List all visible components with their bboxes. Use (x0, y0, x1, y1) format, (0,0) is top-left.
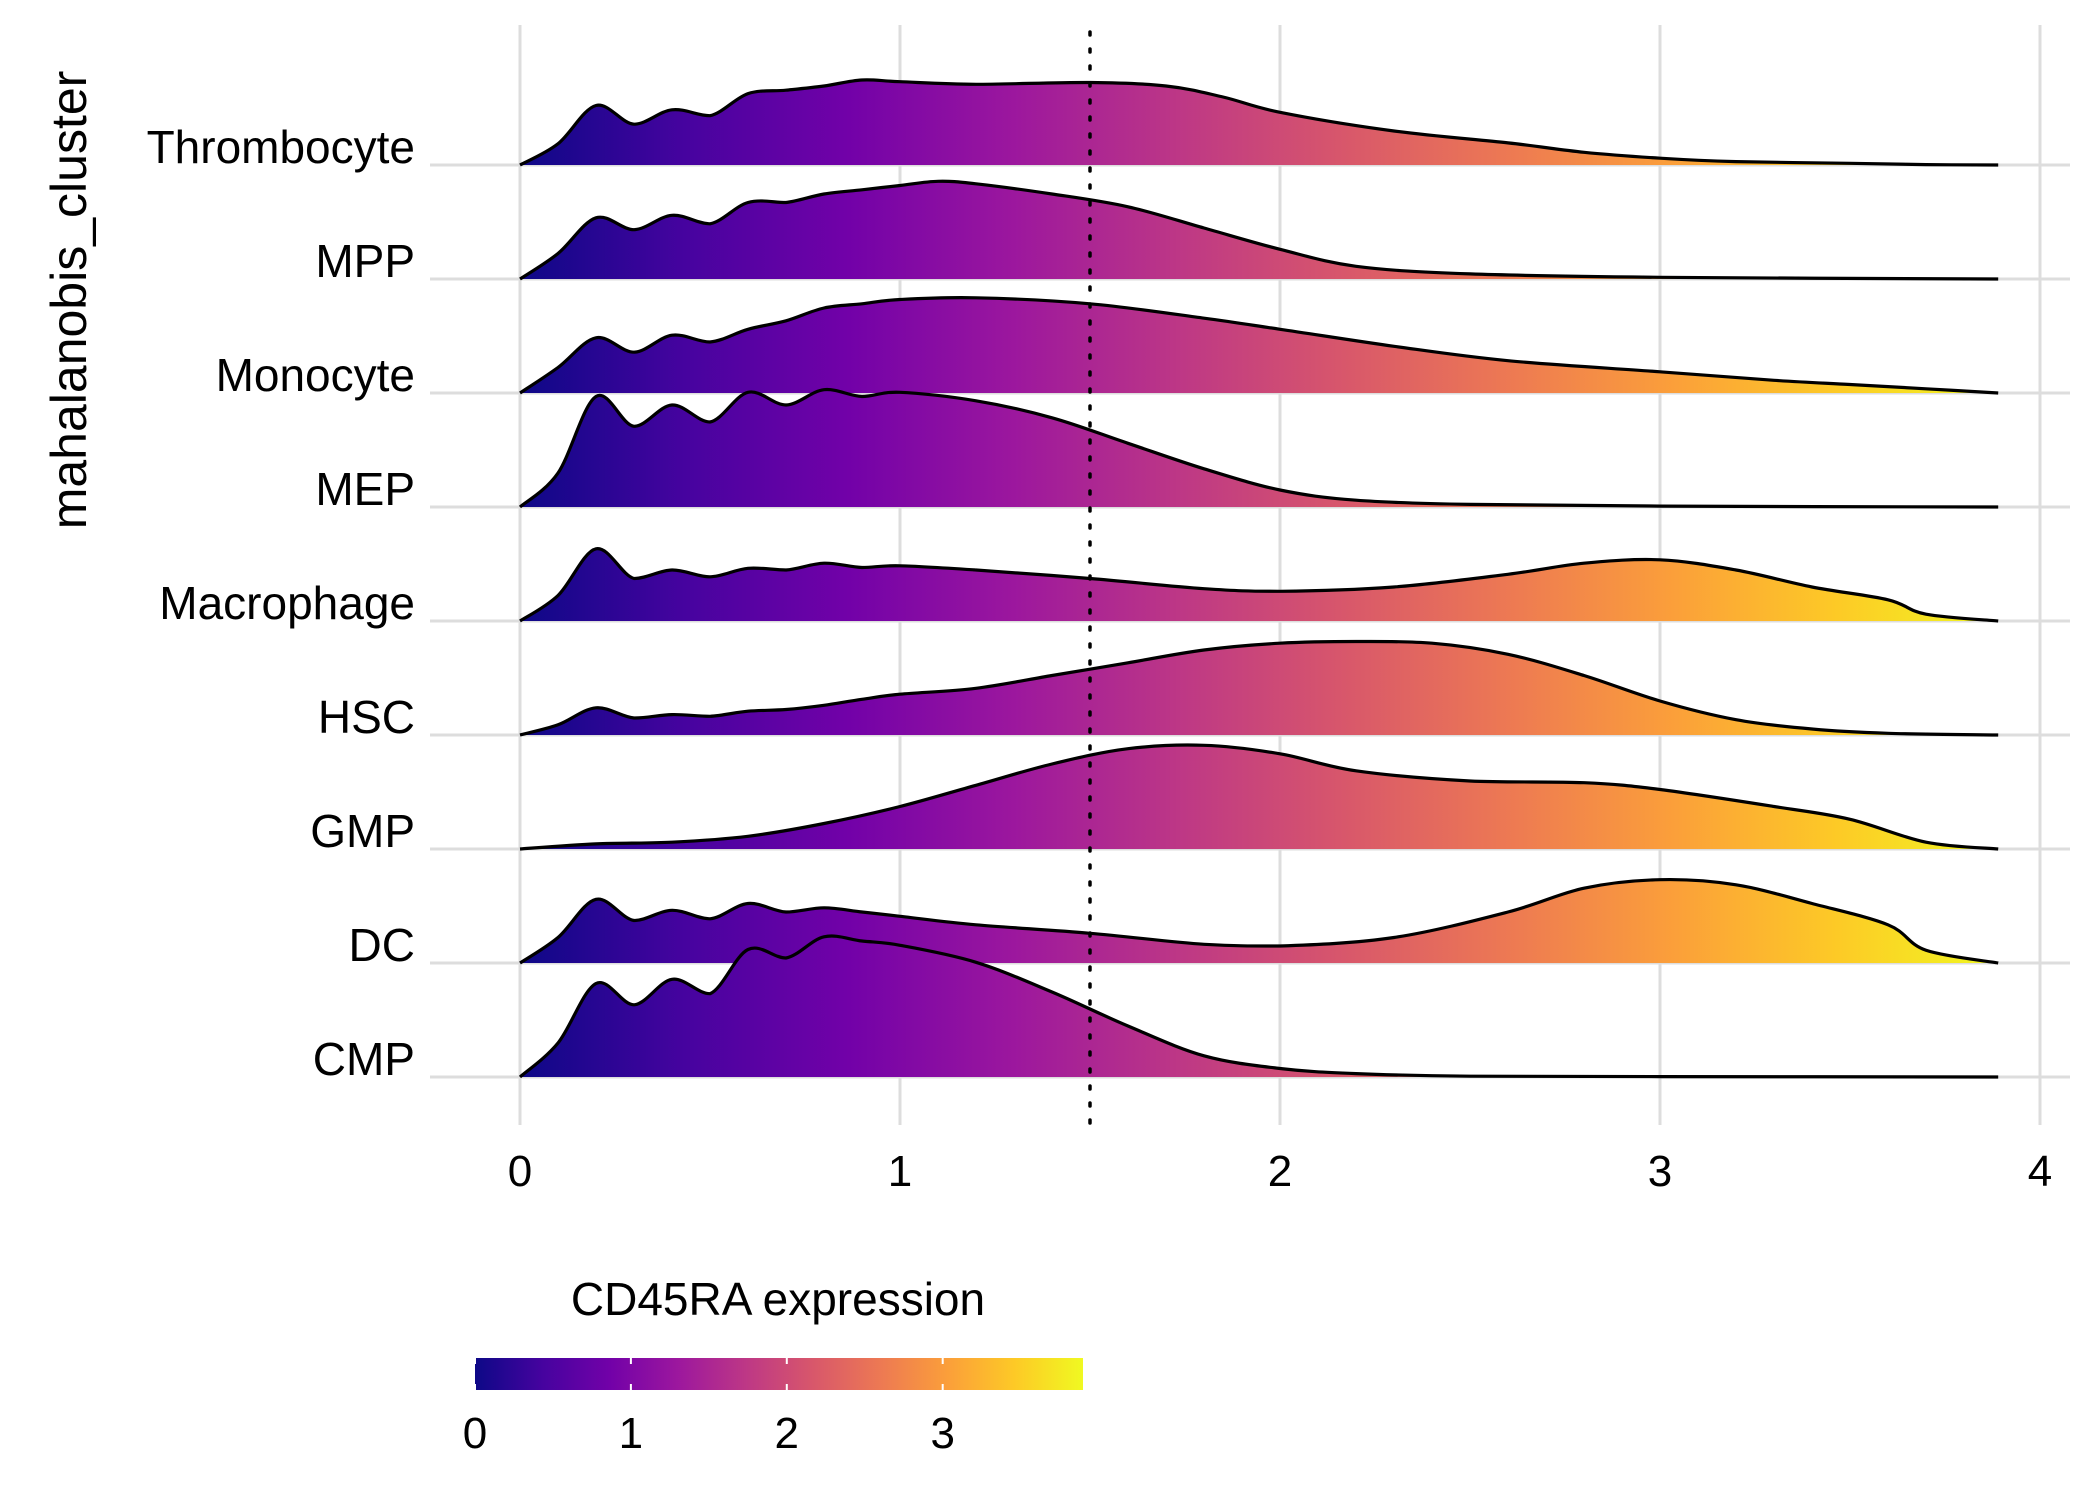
legend-tick-label: 2 (775, 1409, 799, 1458)
ridges (518, 78, 1999, 1079)
x-tick-label: 3 (1648, 1147, 1672, 1196)
ridge-outline (518, 387, 1999, 509)
ridge-gmp (519, 743, 1999, 851)
x-tick-label: 1 (888, 1147, 912, 1196)
ridge-macrophage (519, 547, 1999, 623)
category-label: Monocyte (216, 349, 415, 401)
x-tick-label: 4 (2028, 1147, 2052, 1196)
ridge-dc (519, 877, 1999, 965)
ridge-outline (519, 743, 1999, 851)
ridge-outline (518, 934, 1999, 1079)
legend-tick-label: 1 (619, 1409, 643, 1458)
ridge-outline (519, 296, 1999, 395)
x-tick-label: 2 (1268, 1147, 1292, 1196)
ridge-fill (520, 548, 1999, 621)
ridge-outline (519, 179, 1999, 281)
legend: CD45RA expression 0 1 2 3 (463, 1273, 1083, 1458)
ridge-cmp (518, 934, 1999, 1079)
category-label: Thrombocyte (147, 121, 415, 173)
ridge-thrombocyte (519, 78, 1999, 167)
category-label: MEP (315, 463, 415, 515)
category-label: HSC (318, 691, 415, 743)
legend-tick-label: 0 (463, 1409, 487, 1458)
ridge-hsc (519, 639, 1999, 737)
category-label: MPP (315, 235, 415, 287)
category-label: DC (349, 919, 415, 971)
x-tick-label: 0 (508, 1147, 532, 1196)
legend-colorbar (475, 1358, 1083, 1390)
ridge-outline (519, 639, 1999, 737)
ridge-fill (520, 935, 1999, 1077)
ridge-mpp (519, 179, 1999, 281)
category-label: CMP (313, 1033, 415, 1085)
ridge-fill (520, 641, 1999, 735)
y-axis-label: mahalanobis_cluster (41, 71, 97, 530)
ridge-fill (520, 879, 1999, 963)
category-label: GMP (310, 805, 415, 857)
ridge-fill (520, 297, 1999, 393)
ridge-fill (520, 389, 1999, 507)
ridge-mep (518, 387, 1999, 509)
legend-tick-label: 3 (930, 1409, 954, 1458)
x-axis: 0 1 2 3 4 (508, 1147, 2052, 1196)
ridge-monocyte (519, 296, 1999, 395)
ridge-fill (520, 181, 1999, 279)
ridge-fill (520, 745, 1999, 849)
category-labels: Thrombocyte MPP Monocyte MEP Macrophage HSC GM… (147, 121, 415, 1085)
category-label: Macrophage (159, 577, 415, 629)
ridge-fill (520, 79, 1999, 165)
legend-title: CD45RA expression (571, 1273, 985, 1325)
